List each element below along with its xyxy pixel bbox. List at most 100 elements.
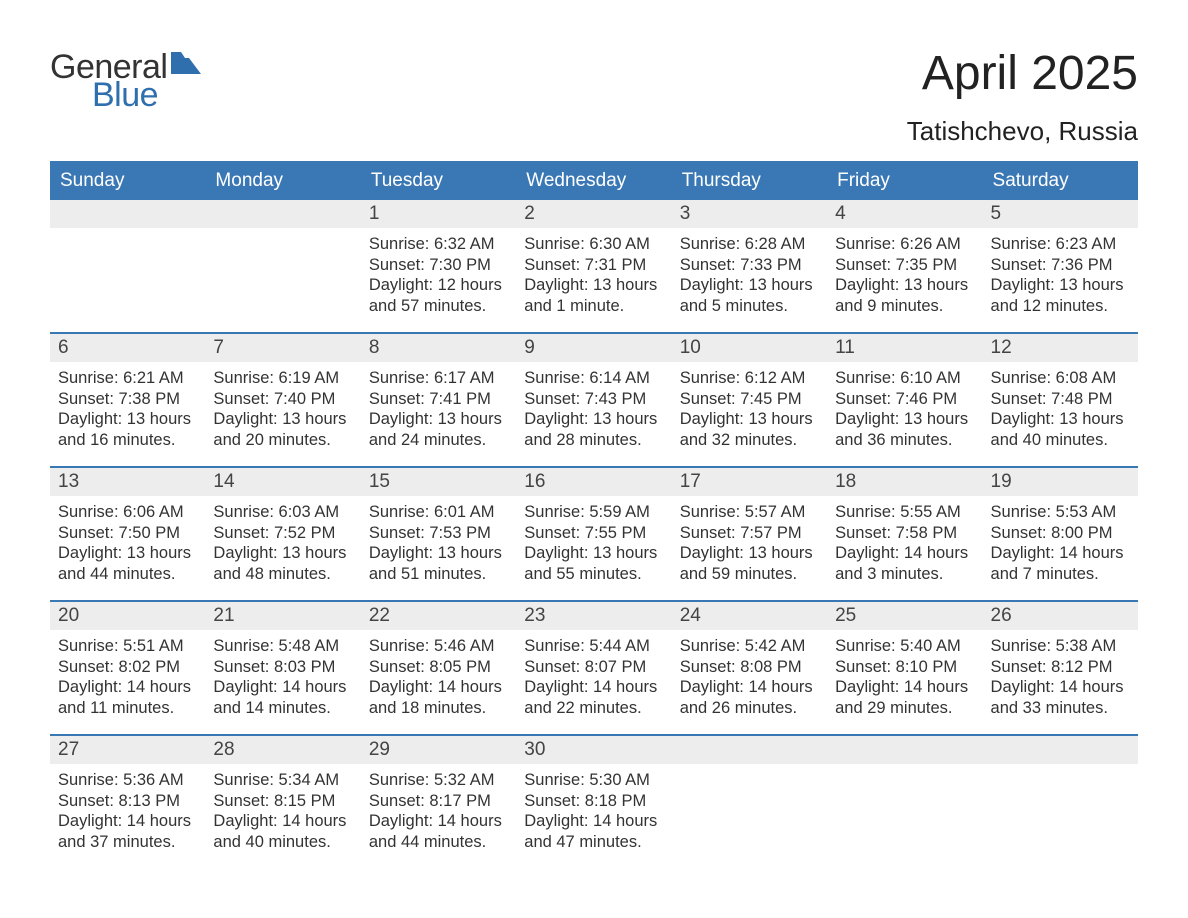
calendar-day: 3Sunrise: 6:28 AMSunset: 7:33 PMDaylight…	[672, 200, 827, 332]
calendar-day: 16Sunrise: 5:59 AMSunset: 7:55 PMDayligh…	[516, 468, 671, 600]
day-body: Sunrise: 6:32 AMSunset: 7:30 PMDaylight:…	[361, 228, 516, 327]
day-body: Sunrise: 6:28 AMSunset: 7:33 PMDaylight:…	[672, 228, 827, 327]
day-body: Sunrise: 6:19 AMSunset: 7:40 PMDaylight:…	[205, 362, 360, 461]
day-body: Sunrise: 6:14 AMSunset: 7:43 PMDaylight:…	[516, 362, 671, 461]
calendar-day: 6Sunrise: 6:21 AMSunset: 7:38 PMDaylight…	[50, 334, 205, 466]
day-number: 21	[205, 602, 360, 630]
brand-logo: General Blue	[50, 50, 201, 112]
day-body: Sunrise: 5:38 AMSunset: 8:12 PMDaylight:…	[983, 630, 1138, 729]
calendar-day: 13Sunrise: 6:06 AMSunset: 7:50 PMDayligh…	[50, 468, 205, 600]
calendar-day: 22Sunrise: 5:46 AMSunset: 8:05 PMDayligh…	[361, 602, 516, 734]
calendar-week: 13Sunrise: 6:06 AMSunset: 7:50 PMDayligh…	[50, 466, 1138, 600]
day-number: 3	[672, 200, 827, 228]
calendar-day: 14Sunrise: 6:03 AMSunset: 7:52 PMDayligh…	[205, 468, 360, 600]
calendar-day: 1Sunrise: 6:32 AMSunset: 7:30 PMDaylight…	[361, 200, 516, 332]
day-number: 19	[983, 468, 1138, 496]
day-body: Sunrise: 5:53 AMSunset: 8:00 PMDaylight:…	[983, 496, 1138, 595]
title-block: April 2025 Tatishchevo, Russia	[907, 50, 1138, 147]
calendar-week: 20Sunrise: 5:51 AMSunset: 8:02 PMDayligh…	[50, 600, 1138, 734]
day-number: 5	[983, 200, 1138, 228]
calendar: SundayMondayTuesdayWednesdayThursdayFrid…	[50, 161, 1138, 868]
day-body: Sunrise: 5:46 AMSunset: 8:05 PMDaylight:…	[361, 630, 516, 729]
calendar-day: 19Sunrise: 5:53 AMSunset: 8:00 PMDayligh…	[983, 468, 1138, 600]
day-body: Sunrise: 6:30 AMSunset: 7:31 PMDaylight:…	[516, 228, 671, 327]
day-number: 22	[361, 602, 516, 630]
calendar-day: 5Sunrise: 6:23 AMSunset: 7:36 PMDaylight…	[983, 200, 1138, 332]
header: General Blue April 2025 Tatishchevo, Rus…	[50, 50, 1138, 147]
day-body: Sunrise: 5:48 AMSunset: 8:03 PMDaylight:…	[205, 630, 360, 729]
calendar-day: 7Sunrise: 6:19 AMSunset: 7:40 PMDaylight…	[205, 334, 360, 466]
day-number: 8	[361, 334, 516, 362]
weekday-header: Sunday	[50, 163, 205, 200]
day-body: Sunrise: 6:23 AMSunset: 7:36 PMDaylight:…	[983, 228, 1138, 327]
calendar-day: 23Sunrise: 5:44 AMSunset: 8:07 PMDayligh…	[516, 602, 671, 734]
calendar-day: 2Sunrise: 6:30 AMSunset: 7:31 PMDaylight…	[516, 200, 671, 332]
day-number: 29	[361, 736, 516, 764]
day-body: Sunrise: 5:59 AMSunset: 7:55 PMDaylight:…	[516, 496, 671, 595]
day-body: Sunrise: 5:34 AMSunset: 8:15 PMDaylight:…	[205, 764, 360, 863]
weekday-header: Monday	[205, 163, 360, 200]
day-body: Sunrise: 6:06 AMSunset: 7:50 PMDaylight:…	[50, 496, 205, 595]
day-number: 24	[672, 602, 827, 630]
month-title: April 2025	[907, 50, 1138, 98]
day-number: 1	[361, 200, 516, 228]
calendar-week: 27Sunrise: 5:36 AMSunset: 8:13 PMDayligh…	[50, 734, 1138, 868]
day-number: 4	[827, 200, 982, 228]
day-number: 16	[516, 468, 671, 496]
day-number: 25	[827, 602, 982, 630]
calendar-day: 27Sunrise: 5:36 AMSunset: 8:13 PMDayligh…	[50, 736, 205, 868]
calendar-day	[672, 736, 827, 868]
day-body: Sunrise: 5:30 AMSunset: 8:18 PMDaylight:…	[516, 764, 671, 863]
day-body	[50, 228, 205, 324]
day-body: Sunrise: 6:17 AMSunset: 7:41 PMDaylight:…	[361, 362, 516, 461]
calendar-week: 1Sunrise: 6:32 AMSunset: 7:30 PMDaylight…	[50, 200, 1138, 332]
calendar-day: 4Sunrise: 6:26 AMSunset: 7:35 PMDaylight…	[827, 200, 982, 332]
calendar-day: 21Sunrise: 5:48 AMSunset: 8:03 PMDayligh…	[205, 602, 360, 734]
page: General Blue April 2025 Tatishchevo, Rus…	[0, 0, 1188, 898]
weekday-header: Saturday	[983, 163, 1138, 200]
calendar-day: 15Sunrise: 6:01 AMSunset: 7:53 PMDayligh…	[361, 468, 516, 600]
calendar-day: 30Sunrise: 5:30 AMSunset: 8:18 PMDayligh…	[516, 736, 671, 868]
day-body: Sunrise: 6:12 AMSunset: 7:45 PMDaylight:…	[672, 362, 827, 461]
day-number: 12	[983, 334, 1138, 362]
calendar-day	[827, 736, 982, 868]
calendar-week: 6Sunrise: 6:21 AMSunset: 7:38 PMDaylight…	[50, 332, 1138, 466]
calendar-day: 12Sunrise: 6:08 AMSunset: 7:48 PMDayligh…	[983, 334, 1138, 466]
day-body: Sunrise: 6:10 AMSunset: 7:46 PMDaylight:…	[827, 362, 982, 461]
day-number: 2	[516, 200, 671, 228]
weekday-header-row: SundayMondayTuesdayWednesdayThursdayFrid…	[50, 163, 1138, 200]
day-body: Sunrise: 5:44 AMSunset: 8:07 PMDaylight:…	[516, 630, 671, 729]
day-number: 17	[672, 468, 827, 496]
day-body	[827, 764, 982, 860]
day-number: 11	[827, 334, 982, 362]
day-body: Sunrise: 6:21 AMSunset: 7:38 PMDaylight:…	[50, 362, 205, 461]
day-body: Sunrise: 6:26 AMSunset: 7:35 PMDaylight:…	[827, 228, 982, 327]
day-body: Sunrise: 5:42 AMSunset: 8:08 PMDaylight:…	[672, 630, 827, 729]
day-number: 28	[205, 736, 360, 764]
calendar-day: 10Sunrise: 6:12 AMSunset: 7:45 PMDayligh…	[672, 334, 827, 466]
calendar-body: 1Sunrise: 6:32 AMSunset: 7:30 PMDaylight…	[50, 200, 1138, 868]
calendar-day: 24Sunrise: 5:42 AMSunset: 8:08 PMDayligh…	[672, 602, 827, 734]
calendar-day: 29Sunrise: 5:32 AMSunset: 8:17 PMDayligh…	[361, 736, 516, 868]
day-number: 26	[983, 602, 1138, 630]
day-body	[672, 764, 827, 860]
calendar-day	[50, 200, 205, 332]
day-body: Sunrise: 5:55 AMSunset: 7:58 PMDaylight:…	[827, 496, 982, 595]
day-number: 13	[50, 468, 205, 496]
day-body: Sunrise: 6:08 AMSunset: 7:48 PMDaylight:…	[983, 362, 1138, 461]
day-body: Sunrise: 5:51 AMSunset: 8:02 PMDaylight:…	[50, 630, 205, 729]
weekday-header: Wednesday	[516, 163, 671, 200]
day-number	[205, 200, 360, 228]
day-number	[50, 200, 205, 228]
day-body: Sunrise: 6:01 AMSunset: 7:53 PMDaylight:…	[361, 496, 516, 595]
day-number: 10	[672, 334, 827, 362]
day-body: Sunrise: 5:40 AMSunset: 8:10 PMDaylight:…	[827, 630, 982, 729]
day-number: 15	[361, 468, 516, 496]
flag-icon	[171, 52, 201, 78]
calendar-day: 9Sunrise: 6:14 AMSunset: 7:43 PMDaylight…	[516, 334, 671, 466]
weekday-header: Thursday	[672, 163, 827, 200]
day-number: 7	[205, 334, 360, 362]
day-number	[983, 736, 1138, 764]
day-body	[205, 228, 360, 324]
day-number	[827, 736, 982, 764]
